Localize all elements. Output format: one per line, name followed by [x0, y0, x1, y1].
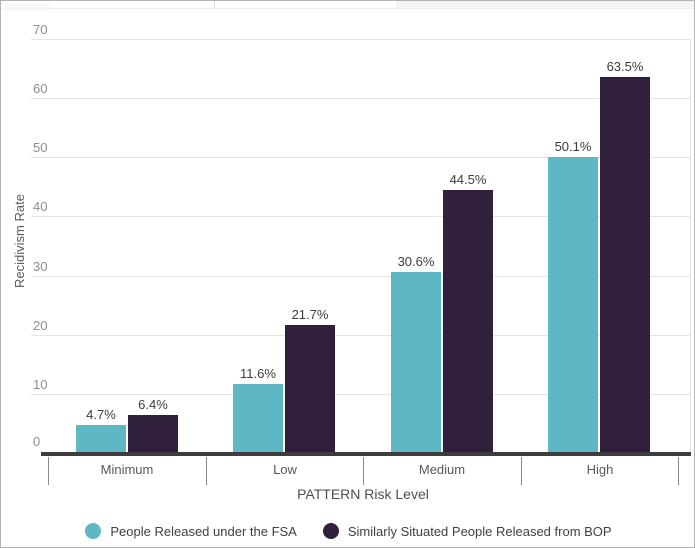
gridline — [31, 39, 691, 40]
bar-value-label: 11.6% — [240, 366, 276, 381]
x-axis-line — [41, 452, 691, 456]
gridline — [31, 98, 691, 99]
bar-value-label: 50.1% — [554, 139, 592, 154]
gridline — [31, 394, 691, 395]
category-divider — [206, 457, 207, 485]
top-edge-strip — [1, 1, 694, 9]
top-edge-band — [396, 1, 694, 8]
legend-label: People Released under the FSA — [110, 523, 297, 539]
category-divider — [363, 457, 364, 485]
y-axis-title: Recidivism Rate — [12, 194, 27, 288]
y-tick-label: 10 — [33, 377, 48, 392]
legend-item: People Released under the FSA — [85, 523, 297, 539]
y-tick-label: 50 — [33, 140, 48, 155]
y-tick-label: 20 — [33, 318, 48, 333]
bar-value-label: 6.4% — [138, 397, 168, 412]
top-edge-divider — [214, 1, 215, 8]
gridline — [31, 335, 691, 336]
category-divider — [48, 457, 49, 485]
legend-circle-icon — [85, 523, 102, 539]
category-label: Medium — [418, 462, 466, 477]
bar-value-label: 21.7% — [291, 307, 329, 322]
legend-item: Similarly Situated People Released from … — [322, 523, 612, 539]
y-tick-label: 0 — [33, 434, 41, 449]
y-tick-label: 70 — [33, 22, 48, 37]
y-tick-label: 30 — [33, 259, 48, 274]
legend: People Released under the FSA Similarly S… — [1, 520, 694, 542]
gridline — [31, 216, 691, 217]
bar-bop — [285, 325, 335, 453]
bar-value-label: 4.7% — [86, 407, 116, 422]
bar-fsa — [391, 272, 441, 453]
plot-right-border — [690, 39, 691, 453]
bar-bop — [128, 415, 178, 453]
category-label: Low — [273, 462, 297, 477]
bar-bop — [600, 77, 650, 453]
bar-fsa — [233, 384, 283, 453]
bar-value-label: 63.5% — [606, 59, 644, 74]
bar-bop — [443, 190, 493, 453]
bar-fsa — [548, 157, 598, 453]
category-label: High — [586, 462, 614, 477]
gridline — [31, 276, 691, 277]
y-tick-label: 60 — [33, 81, 48, 96]
x-axis-title: PATTERN Risk Level — [297, 486, 429, 502]
bar-fsa — [76, 425, 126, 453]
top-left-artifact — [4, 3, 50, 11]
bar-value-label: 44.5% — [449, 172, 487, 187]
bar-value-label: 30.6% — [397, 254, 435, 269]
legend-circle-icon — [322, 523, 339, 539]
category-divider — [678, 457, 679, 485]
category-divider — [521, 457, 522, 485]
gridline — [31, 157, 691, 158]
legend-label: Similarly Situated People Released from … — [347, 523, 612, 539]
category-label: Minimum — [100, 462, 154, 477]
y-tick-label: 40 — [33, 199, 48, 214]
